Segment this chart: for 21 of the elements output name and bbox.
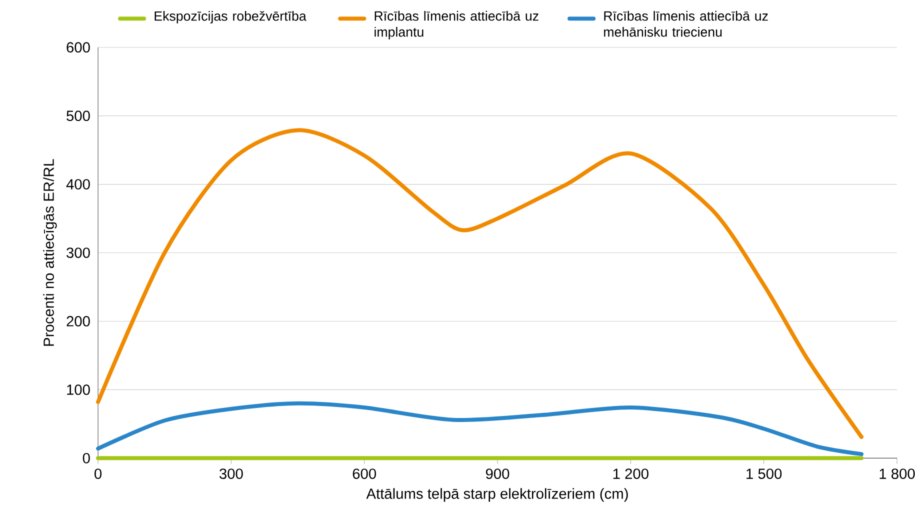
y-tick-label: 200: [66, 316, 90, 326]
line-series: [96, 128, 864, 440]
y-tick-label: 400: [66, 179, 90, 190]
x-tick-label: 300: [220, 468, 243, 480]
x-tick-label: 1 500: [746, 468, 782, 480]
x-axis-title: Attālums telpā starp elektrolīzeriem (cm): [366, 488, 628, 502]
legend-label: Rīcības līmenis attiecībā uz mehānisku triecienu: [604, 11, 768, 37]
legend-label: Rīcības līmenis attiecībā uz implantu: [374, 11, 538, 40]
legend-label: Ekspozīcijas robežvērtība: [154, 11, 306, 24]
x-tick-label: 0: [94, 468, 102, 480]
x-tick-label: 1 200: [613, 468, 648, 480]
x-tick-label: 900: [486, 468, 510, 480]
x-tick-label: 600: [352, 468, 376, 480]
y-tick-label: 100: [67, 384, 90, 395]
y-axis-title: Procenti no attiecīgās ER/RL: [43, 159, 57, 346]
y-tick-label: 500: [66, 110, 90, 122]
line-series: [96, 401, 864, 456]
y-tick-label: 600: [66, 42, 90, 53]
x-tick-label: 1 800: [880, 468, 915, 480]
y-tick-label: 300: [66, 248, 90, 258]
y-tick-label: 0: [82, 453, 90, 464]
